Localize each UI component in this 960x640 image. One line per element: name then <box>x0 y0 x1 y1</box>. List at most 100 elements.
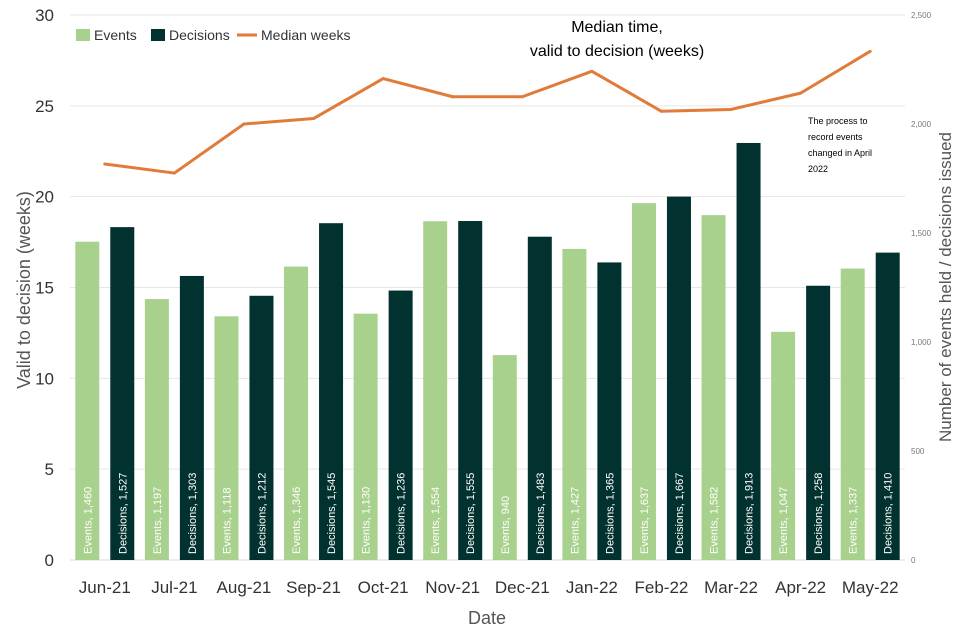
median-line-group <box>103 49 872 175</box>
events-bar <box>144 299 169 560</box>
decisions-bar-label: Decisions, 1,258 <box>813 473 825 554</box>
median-weeks-line <box>104 50 871 175</box>
decisions-bar-label: Decisions, 1,236 <box>396 473 408 554</box>
y2-tick-label: 1,000 <box>911 338 932 347</box>
x-axis-label: Date <box>468 608 506 628</box>
annotation-note: The process to record events changed in … <box>808 116 872 174</box>
decisions-bar-label: Decisions, 1,667 <box>674 473 686 554</box>
legend-events-swatch <box>76 29 90 41</box>
events-bar-label: Events, 1,637 <box>639 487 651 554</box>
annotation-line-1: The process to <box>808 116 868 126</box>
annotation-line-3: changed in April <box>808 148 872 158</box>
median-weeks-point <box>868 49 872 53</box>
events-bar <box>840 268 865 560</box>
median-weeks-point <box>659 109 663 113</box>
y2-tick-label: 0 <box>911 556 916 565</box>
median-weeks-point <box>172 171 176 175</box>
y2-tick-label: 2,500 <box>911 11 932 20</box>
events-bar-label: Events, 940 <box>500 496 512 554</box>
decisions-bar-label: Decisions, 1,527 <box>117 473 129 554</box>
decisions-bar <box>388 290 413 560</box>
y-axis-label: Valid to decision (weeks) <box>14 191 34 389</box>
x-tick-label: Dec-21 <box>495 578 550 597</box>
y-tick-label: 0 <box>45 551 54 570</box>
events-bar <box>75 241 100 560</box>
x-tick-label: Mar-22 <box>704 578 758 597</box>
y-tick-label: 5 <box>45 460 54 479</box>
events-bar <box>492 355 517 560</box>
x-tick-label: Oct-21 <box>358 578 409 597</box>
median-weeks-point <box>381 77 385 81</box>
y-tick-label: 25 <box>35 97 54 116</box>
legend: Events Decisions Median weeks <box>76 27 351 43</box>
y-tick-label: 20 <box>35 188 54 207</box>
y-tick-label: 10 <box>35 369 54 388</box>
decisions-bar <box>736 142 761 560</box>
y-tick-label: 15 <box>35 279 54 298</box>
decisions-bar <box>110 227 135 560</box>
events-bar-label: Events, 1,582 <box>709 487 721 554</box>
legend-median-label: Median weeks <box>261 27 351 43</box>
median-weeks-point <box>729 107 733 111</box>
decisions-bar <box>806 285 831 560</box>
decisions-bar-label: Decisions, 1,913 <box>744 473 756 554</box>
y2-tick-label: 1,500 <box>911 229 932 238</box>
y-tick-label: 30 <box>35 6 54 25</box>
median-weeks-point <box>590 69 594 73</box>
chart-title-line-1: Median time, <box>571 19 663 36</box>
x-tick-label: Jul-21 <box>151 578 197 597</box>
events-bar-label: Events, 1,130 <box>361 487 373 554</box>
events-bar-label: Events, 1,337 <box>848 487 860 554</box>
legend-decisions-swatch <box>151 29 165 41</box>
events-bar-label: Events, 1,460 <box>82 487 94 554</box>
x-tick-label: May-22 <box>842 578 899 597</box>
median-weeks-point <box>103 162 107 166</box>
decisions-bar-label: Decisions, 1,212 <box>256 473 268 554</box>
bar-labels-group: Events, 1,460 Decisions, 1,527 Events, 1,1… <box>82 473 894 554</box>
chart-title-line-2: valid to decision (weeks) <box>530 43 704 60</box>
events-bar-label: Events, 1,118 <box>221 488 233 554</box>
median-weeks-point <box>799 91 803 95</box>
decisions-bar-label: Decisions, 1,483 <box>535 473 547 554</box>
decisions-bar <box>249 295 274 560</box>
events-bar-label: Events, 1,427 <box>569 487 581 554</box>
y2-tick-label: 2,000 <box>911 120 932 129</box>
decisions-bar-label: Decisions, 1,555 <box>465 473 477 554</box>
annotation-line-2: record events <box>808 132 863 142</box>
x-tick-label: Aug-21 <box>217 578 272 597</box>
x-tick-label: Nov-21 <box>425 578 480 597</box>
x-tick-label: Feb-22 <box>635 578 689 597</box>
annotation-line-4: 2022 <box>808 164 828 174</box>
decisions-bar <box>319 223 344 560</box>
bars-group <box>75 142 900 560</box>
gridlines <box>70 14 905 561</box>
legend-events-label: Events <box>94 27 137 43</box>
events-bar-label: Events, 1,554 <box>430 487 442 554</box>
y2-tick-label: 500 <box>911 447 925 456</box>
events-bar <box>701 215 726 560</box>
y2-axis-label: Number of events held / decisions issued <box>936 132 955 442</box>
x-tick-label: Jan-22 <box>566 578 618 597</box>
events-bar <box>771 331 796 560</box>
median-weeks-point <box>451 95 455 99</box>
left-axis-ticks: 0 5 10 15 20 25 30 <box>35 6 54 570</box>
decisions-bar <box>875 252 900 560</box>
decisions-bar-label: Decisions, 1,365 <box>604 473 616 554</box>
x-tick-label: Apr-22 <box>775 578 826 597</box>
events-bar-label: Events, 1,047 <box>778 487 790 554</box>
decisions-bar-label: Decisions, 1,410 <box>883 473 895 554</box>
x-axis-ticks: Jun-21 Jul-21 Aug-21 Sep-21 Oct-21 Nov-21 Dec-… <box>79 578 899 597</box>
decisions-bar <box>179 275 204 560</box>
events-bar-label: Events, 1,197 <box>152 487 164 554</box>
decisions-bar <box>597 262 622 560</box>
events-bar <box>353 313 378 560</box>
decisions-bar <box>666 196 691 560</box>
events-bar <box>562 248 587 560</box>
median-weeks-point <box>520 95 524 99</box>
legend-decisions-label: Decisions <box>169 27 230 43</box>
right-axis-ticks: 0 500 1,000 1,500 2,000 2,500 <box>911 11 932 565</box>
events-bar <box>284 266 309 560</box>
events-bar <box>214 316 239 560</box>
decisions-bar-label: Decisions, 1,545 <box>326 473 338 554</box>
